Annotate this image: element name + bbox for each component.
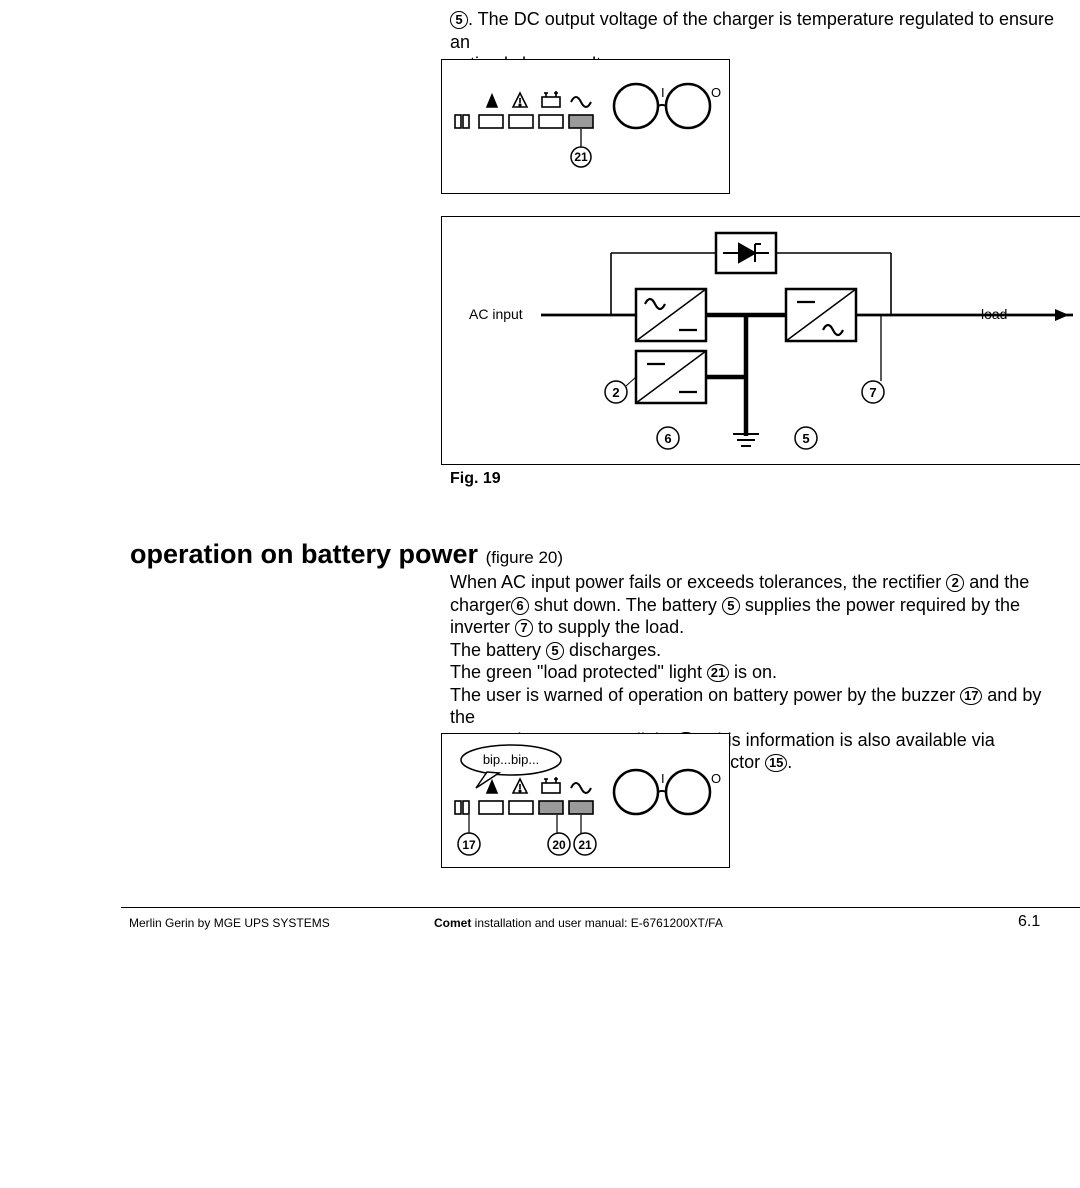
bubble-text: bip...bip... bbox=[483, 752, 539, 767]
panel-1-svg: I O 21 bbox=[441, 59, 728, 192]
footer-left: Merlin Gerin by MGE UPS SYSTEMS bbox=[129, 916, 330, 930]
ref-6-icon: 6 bbox=[511, 597, 529, 615]
load-label: load bbox=[981, 306, 1007, 322]
fig19-caption: Fig. 19 bbox=[450, 470, 501, 488]
ref-2-icon: 2 bbox=[946, 574, 964, 592]
page-number: 6.1 bbox=[1018, 913, 1040, 931]
section-title: operation on battery power (figure 20) bbox=[130, 539, 563, 570]
block-diagram-svg: 2 6 5 7 AC input load bbox=[441, 216, 1080, 463]
ref-5b-icon: 5 bbox=[546, 642, 564, 660]
svg-text:6: 6 bbox=[664, 431, 671, 446]
footer-rule bbox=[121, 907, 1080, 908]
svg-text:5: 5 bbox=[802, 431, 809, 446]
footer-center: Comet installation and user manual: E-67… bbox=[434, 916, 723, 930]
section-subtitle: (figure 20) bbox=[486, 548, 563, 567]
ref-21-icon: 21 bbox=[707, 664, 729, 682]
ref-5-icon: 5 bbox=[450, 11, 468, 29]
svg-text:17: 17 bbox=[462, 838, 476, 852]
svg-text:I: I bbox=[661, 771, 665, 786]
ref-7-icon: 7 bbox=[515, 619, 533, 637]
callout-21: 21 bbox=[574, 150, 588, 164]
ac-input-label: AC input bbox=[469, 306, 523, 322]
svg-text:O: O bbox=[711, 771, 721, 786]
button-I-label: I bbox=[661, 85, 665, 100]
button-O-label: O bbox=[711, 85, 721, 100]
panel-2-svg: bip...bip... I bbox=[441, 733, 728, 883]
svg-text:20: 20 bbox=[552, 838, 566, 852]
svg-text:2: 2 bbox=[612, 385, 619, 400]
ref-17-icon: 17 bbox=[960, 687, 982, 705]
ref-15-icon: 15 bbox=[765, 754, 787, 772]
ref-5-icon: 5 bbox=[722, 597, 740, 615]
intro-line1: . The DC output voltage of the charger i… bbox=[450, 9, 1054, 52]
svg-text:7: 7 bbox=[869, 385, 876, 400]
page: 5. The DC output voltage of the charger … bbox=[0, 0, 1080, 1188]
svg-text:21: 21 bbox=[578, 838, 592, 852]
